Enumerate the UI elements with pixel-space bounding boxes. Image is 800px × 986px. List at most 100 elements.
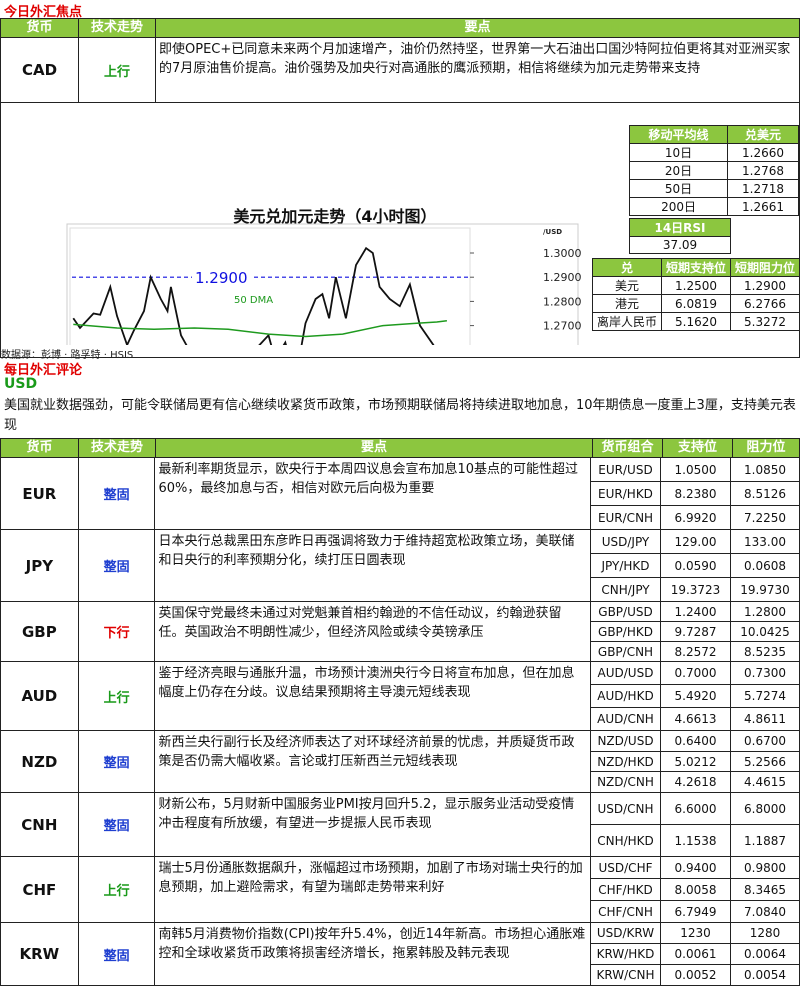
table-cell: 50日 <box>628 179 729 198</box>
resistance-level: 0.6700 <box>744 733 786 748</box>
support-level: 6.6000 <box>661 793 731 824</box>
pair-row: GBP/HKD 9.7287 10.0425 <box>591 622 799 642</box>
table-header: 兑 <box>592 258 662 277</box>
pair-name: USD/CNH <box>591 793 661 824</box>
pair-row: CHF/CNH 6.7949 7.0840 <box>591 901 799 922</box>
pair-row: GBP/CNH 8.2572 8.5235 <box>591 642 799 661</box>
pair-levels: USD/CHF 0.9400 0.9800 CHF/HKD 8.0058 8.3465 CH… <box>591 857 799 922</box>
resistance-level: 0.0064 <box>744 947 786 961</box>
resistance-level: 1.2800 <box>744 604 786 619</box>
resistance-level: 0.9800 <box>744 860 786 875</box>
review-row-gbp: GBP 下行 英国保守党最终未通过对党魁兼首相约翰逊的不信任动议，约翰逊获留任。英国… <box>0 602 800 662</box>
support-level: 1230 <box>661 923 731 943</box>
pair-name: AUD/HKD <box>591 685 661 707</box>
pair-name: AUD/CNH <box>591 708 661 730</box>
pair-name: GBP/USD <box>591 602 661 621</box>
pair-row: USD/CHF 0.9400 0.9800 <box>591 857 799 879</box>
pair-name: NZD/HKD <box>591 751 661 772</box>
table-row: 50日 1.2718 <box>628 179 799 198</box>
table-cell: 5.3272 <box>730 312 800 331</box>
usd-commentary: 美国就业数据强劲，可能令联储局更有信心继续收紧货币政策，市场预期联储局将持续进取… <box>4 398 796 433</box>
review-row-nzd: NZD 整固 新西兰央行副行长及经济师表达了对环球经济前景的忧虑，并质疑货币政策是否… <box>0 731 800 793</box>
pair-name: NZD/USD <box>591 731 661 751</box>
support-level: 0.0590 <box>661 554 731 577</box>
review-row-cnh: CNH 整固 财新公布，5月财新中国服务业PMI按月回升5.2，显示服务业活动受疫情… <box>0 793 800 857</box>
pair-levels: NZD/USD 0.6400 0.6700 NZD/HKD 5.0212 5.2566 NZ… <box>591 731 799 793</box>
support-level: 8.2572 <box>661 642 731 661</box>
resistance-level: 5.2566 <box>744 754 786 769</box>
resistance-level: 133.00 <box>744 534 786 549</box>
support-level: 0.9400 <box>661 857 731 878</box>
pair-row: AUD/CNH 4.6613 4.8611 <box>591 708 799 730</box>
support-level: 9.7287 <box>661 622 731 641</box>
table-cell: 20日 <box>628 161 729 180</box>
pair-name: GBP/HKD <box>591 622 661 641</box>
key-points: 新西兰央行副行长及经济师表达了对环球经济前景的忧虑，并质疑货币政策是否仍需大幅收… <box>155 731 591 792</box>
focus-section-title: 今日外汇焦点 <box>4 5 83 20</box>
usd-label: USD <box>4 376 38 392</box>
table-cell: 1.2661 <box>727 197 799 216</box>
rsi-table: 14日RSI 37.09 <box>629 218 731 254</box>
price-line <box>72 246 435 345</box>
resistance-level: 1.1887 <box>744 833 786 848</box>
table-header: 短期支持位 <box>661 258 731 277</box>
table-row: 20日 1.2768 <box>628 161 799 180</box>
chart-title: 美元兑加元走势（4小时图） <box>233 207 436 226</box>
support-level: 6.7949 <box>661 901 731 922</box>
trend-label: 整固 <box>79 530 156 601</box>
trend-label: 上行 <box>79 662 156 730</box>
trend-label: 上行 <box>79 38 156 102</box>
pair-levels: GBP/USD 1.2400 1.2800 GBP/HKD 9.7287 10.0425 G… <box>591 602 799 661</box>
key-points: 南韩5月消费物价指数(CPI)按年升5.4%，创近14年新高。市场担心通胀难控和… <box>155 923 591 985</box>
header-points: 要点 <box>156 439 593 457</box>
key-points: 瑞士5月份通胀数据飙升，涨幅超过市场预期，加剧了市场对瑞士央行的加息预期，加上避… <box>155 857 591 922</box>
resistance-level: 10.0425 <box>740 624 790 639</box>
support-level: 6.9920 <box>661 506 731 529</box>
review-header: 货币 技术走势 要点 货币组合 支持位 阻力位 <box>0 438 800 458</box>
pair-levels: USD/KRW 1230 1280 KRW/HKD 0.0061 0.0064 KRW/CN… <box>591 923 799 985</box>
table-cell: 港元 <box>592 294 662 313</box>
resistance-level: 1.0850 <box>744 462 786 477</box>
pair-row: NZD/CNH 4.2618 4.4615 <box>591 772 799 793</box>
pair-name: USD/JPY <box>591 530 661 553</box>
currency-code: EUR <box>1 458 79 529</box>
resistance-level: 8.3465 <box>744 882 786 897</box>
pair-name: CHF/CNH <box>591 901 661 922</box>
pair-name: GBP/CNH <box>591 642 661 661</box>
y-tick-label: 1.2900 <box>543 271 582 284</box>
support-level: 5.0212 <box>661 751 731 772</box>
pair-name: EUR/USD <box>591 458 661 481</box>
review-row-chf: CHF 上行 瑞士5月份通胀数据飙升，涨幅超过市场预期，加剧了市场对瑞士央行的加息预… <box>0 857 800 923</box>
trend-label: 整固 <box>79 793 156 856</box>
support-level: 1.2400 <box>661 602 731 621</box>
currency-code: AUD <box>1 662 79 730</box>
y-tick-label: 1.2700 <box>543 320 582 333</box>
pair-name: CHF/HKD <box>591 879 661 900</box>
table-cell: 1.2900 <box>730 276 800 295</box>
support-level: 0.7000 <box>661 662 731 684</box>
table-cell: 离岸人民币 <box>592 312 662 331</box>
pair-levels: AUD/USD 0.7000 0.7300 AUD/HKD 5.4920 5.7274 AU… <box>591 662 799 730</box>
table-row: 离岸人民币 5.1620 5.3272 <box>592 312 800 331</box>
resistance-level: 7.2250 <box>744 510 786 525</box>
review-row-eur: EUR 整固 最新利率期货显示，欧央行于本周四议息会宣布加息10基点的可能性超过60… <box>0 458 800 530</box>
support-level: 129.00 <box>661 530 731 553</box>
support-level: 8.0058 <box>661 879 731 900</box>
pair-name: CNH/JPY <box>591 578 661 601</box>
header-trend: 技术走势 <box>79 19 156 37</box>
pair-levels: USD/CNH 6.6000 6.8000 CNH/HKD 1.1538 1.1887 <box>591 793 799 856</box>
pair-row: AUD/HKD 5.4920 5.7274 <box>591 685 799 708</box>
table-cell: 5.1620 <box>661 312 731 331</box>
y-tick-label: 1.3000 <box>543 247 582 260</box>
table-cell: 6.0819 <box>661 294 731 313</box>
usdcad-chart: 美元兑加元走势（4小时图） /USD 1.3000 1.2900 1.2800 1.270… <box>66 207 582 345</box>
y-unit-label: /USD <box>543 228 562 236</box>
header-points: 要点 <box>464 20 491 35</box>
currency-code: CNH <box>1 793 79 856</box>
pair-row: CNH/HKD 1.1538 1.1887 <box>591 825 799 856</box>
pair-name: AUD/USD <box>591 662 661 684</box>
pair-name: USD/CHF <box>591 857 661 878</box>
y-tick-label: 1.2600 <box>543 344 582 345</box>
support-level: 0.6400 <box>661 731 731 751</box>
level-label: 1.2900 <box>195 269 248 287</box>
